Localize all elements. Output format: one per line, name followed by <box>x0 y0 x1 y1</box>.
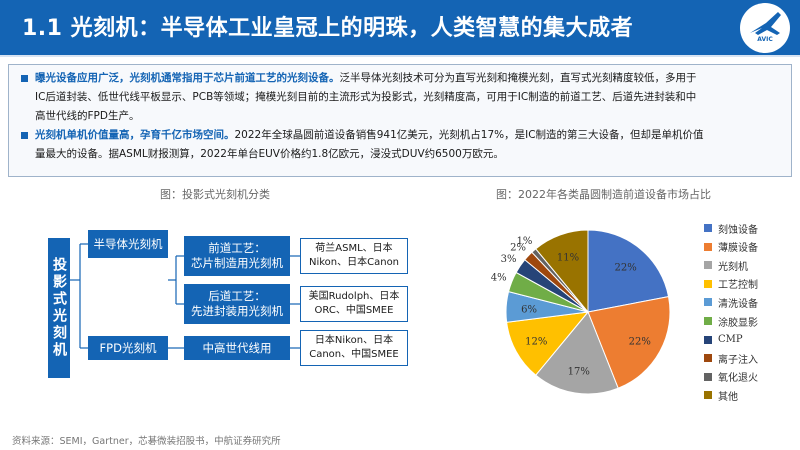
legend-item: 光刻机 <box>704 258 748 273</box>
root-node: 投影式光刻机 <box>48 238 70 378</box>
pie-data-label: 4% <box>491 273 507 284</box>
legend-item: CMP <box>704 333 743 347</box>
legend-item: 涂胶显影 <box>704 314 758 329</box>
legend-label: 离子注入 <box>718 354 758 366</box>
root-node-label: 投影式光刻机 <box>51 257 67 359</box>
source-note: 资料来源：SEMI，Gartner，芯碁微装招股书，中航证券研究所 <box>12 436 281 447</box>
sub-node-label: 后道工艺： <box>208 289 266 303</box>
legend-label: CMP <box>718 334 743 346</box>
pie-data-label: 2% <box>510 242 526 253</box>
vendor-box-front-end: 荷兰ASML、日本 Nikon、日本Canon <box>300 238 408 274</box>
chart-caption: 图：2022年各类晶圆制造前道设备市场占比 <box>496 188 711 201</box>
pie-data-label: 22% <box>629 336 651 347</box>
legend-swatch <box>704 372 712 381</box>
vendor-text: Nikon、日本Canon <box>308 257 400 268</box>
legend-swatch <box>704 279 712 288</box>
vendor-box-fpd: 日本Nikon、日本 Canon、中国SMEE <box>300 330 408 366</box>
legend-swatch <box>704 261 712 270</box>
summary-highlight: 曝光设备应用广泛，光刻机通常指用于芯片前道工艺的光刻设备。 <box>35 72 340 84</box>
legend-swatch <box>704 391 712 400</box>
pie-data-label: 1% <box>517 236 533 247</box>
legend-swatch <box>704 242 712 251</box>
summary-text: 高世代线的FPD生产。 <box>35 110 140 122</box>
summary-text: 量最大的设备。据ASML财报测算，2022年单台EUV价格约1.8亿欧元，浸没式… <box>35 148 504 160</box>
bullet-square-icon <box>21 132 28 139</box>
legend-item: 其他 <box>704 388 738 403</box>
avic-logo: AVIC <box>740 3 790 53</box>
pie-slice <box>535 311 619 395</box>
legend-label: 工艺控制 <box>718 280 758 292</box>
sub-node-front-end: 前道工艺： 芯片制造用光刻机 <box>184 236 290 276</box>
pie-slice <box>506 311 590 376</box>
summary-text: 2022年全球晶圆前道设备销售941亿美元，光刻机占17%，是IC制造的第三大设… <box>234 129 704 141</box>
legend-swatch <box>704 224 712 232</box>
pie-data-label: 6% <box>521 304 537 315</box>
sub-node-label: 先进封装用光刻机 <box>191 304 283 318</box>
vendor-text: 日本Nikon、日本 <box>314 335 394 346</box>
pie-data-label: 12% <box>525 336 547 347</box>
legend-label: 刻蚀设备 <box>718 224 758 236</box>
pie-data-label: 22% <box>615 263 637 274</box>
branch-label: FPD光刻机 <box>99 340 157 355</box>
legend-swatch <box>704 317 712 325</box>
legend-label: 涂胶显影 <box>718 317 758 329</box>
legend-label: 光刻机 <box>718 261 748 273</box>
logo-text: AVIC <box>757 36 773 43</box>
legend-swatch <box>704 298 712 307</box>
legend-item: 刻蚀设备 <box>704 221 758 236</box>
legend-label: 清洗设备 <box>718 298 758 310</box>
summary-box: 曝光设备应用广泛，光刻机通常指用于芯片前道工艺的光刻设备。泛半导体光刻技术可分为… <box>8 64 792 177</box>
vendor-text: Canon、中国SMEE <box>309 349 399 360</box>
pie-slice <box>535 229 589 314</box>
vendor-text: 美国Rudolph、日本 <box>308 291 400 302</box>
branch-label: 半导体光刻机 <box>93 236 163 251</box>
vendor-box-back-end: 美国Rudolph、日本 ORC、中国SMEE <box>300 286 408 322</box>
legend-item: 工艺控制 <box>704 277 758 291</box>
vendor-text: ORC、中国SMEE <box>314 305 394 316</box>
pie-slice <box>587 229 670 313</box>
legend-swatch <box>704 354 712 363</box>
legend-item: 离子注入 <box>704 351 758 366</box>
bullet-square-icon <box>21 75 28 82</box>
branch-node-semiconductor: 半导体光刻机 <box>88 230 168 258</box>
vendor-text: 荷兰ASML、日本 <box>315 243 393 254</box>
sub-node-label: 前道工艺： <box>208 241 266 255</box>
plane-icon <box>750 12 781 35</box>
summary-text: 泛半导体光刻技术可分为直写光刻和掩模光刻，直写式光刻精度较低，多用于 <box>339 72 697 84</box>
pie-data-label: 3% <box>501 254 517 265</box>
sub-node-label: 芯片制造用光刻机 <box>191 256 283 270</box>
legend-label: 氧化退火 <box>718 373 758 385</box>
legend-label: 其他 <box>718 391 738 403</box>
legend-swatch <box>704 335 712 344</box>
summary-text: IC后道封装、低世代线平板显示、PCB等领域；掩模光刻目前的主流形式为投影式，光… <box>35 91 697 103</box>
diagram-caption: 图：投影式光刻机分类 <box>160 188 270 201</box>
header-divider <box>0 55 800 57</box>
legend-item: 清洗设备 <box>704 295 758 310</box>
pie-slice <box>587 296 671 389</box>
summary-paragraph-1: 曝光设备应用广泛，光刻机通常指用于芯片前道工艺的光刻设备。泛半导体光刻技术可分为… <box>19 69 783 126</box>
sub-node-back-end: 后道工艺： 先进封装用光刻机 <box>184 284 290 324</box>
summary-paragraph-2: 光刻机单机价值量高，孕育千亿市场空间。2022年全球晶圆前道设备销售941亿美元… <box>19 126 783 164</box>
sub-node-label: 中高世代线用 <box>202 340 272 355</box>
summary-highlight: 光刻机单机价值量高，孕育千亿市场空间。 <box>35 129 235 141</box>
sub-node-fpd-generation: 中高世代线用 <box>184 336 290 360</box>
page-title: 1.1 光刻机：半导体工业皇冠上的明珠，人类智慧的集大成者 <box>22 16 634 41</box>
legend-item: 氧化退火 <box>704 370 758 384</box>
pie-data-label: 11% <box>557 252 579 263</box>
legend-label: 薄膜设备 <box>718 243 758 255</box>
pie-data-label: 17% <box>568 366 590 377</box>
header-bar: 1.1 光刻机：半导体工业皇冠上的明珠，人类智慧的集大成者 AVIC <box>0 0 800 55</box>
branch-node-fpd: FPD光刻机 <box>88 336 168 360</box>
legend-item: 薄膜设备 <box>704 240 758 254</box>
